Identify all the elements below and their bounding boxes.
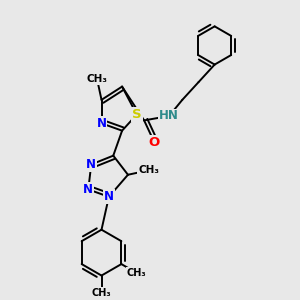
Text: CH₃: CH₃ <box>92 288 111 298</box>
Text: CH₃: CH₃ <box>87 74 108 84</box>
Text: N: N <box>104 190 114 203</box>
Text: S: S <box>132 108 142 121</box>
Text: N: N <box>86 158 96 171</box>
Text: N: N <box>83 183 93 196</box>
Text: HN: HN <box>159 110 179 122</box>
Text: N: N <box>97 117 106 130</box>
Text: O: O <box>149 136 160 149</box>
Text: CH₃: CH₃ <box>127 268 146 278</box>
Text: CH₃: CH₃ <box>138 165 159 175</box>
